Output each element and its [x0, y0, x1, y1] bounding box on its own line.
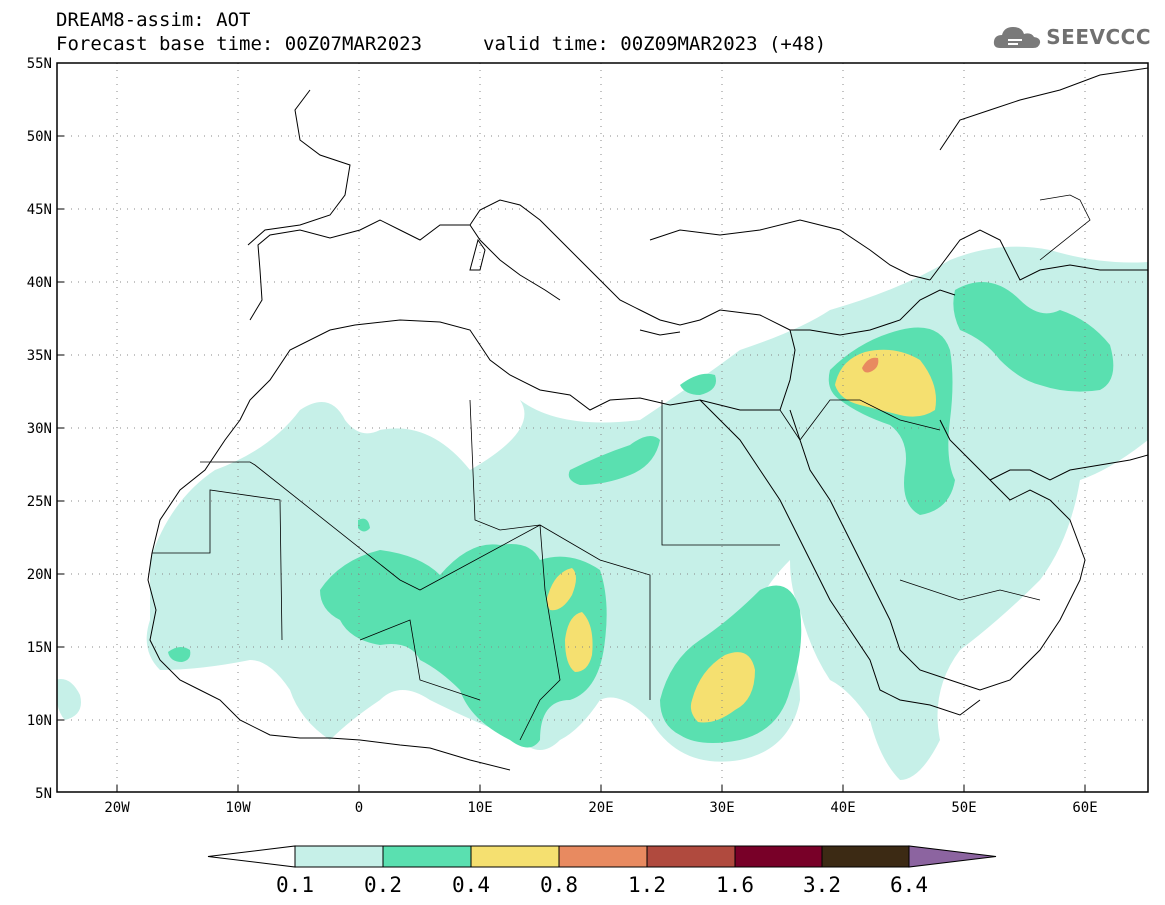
lat-label: 20N [27, 567, 52, 583]
colorbar-min-triangle [207, 845, 296, 868]
logo-text: SEEVCCC [1046, 25, 1151, 49]
lat-label: 15N [27, 640, 52, 656]
lat-label: 5N [35, 786, 52, 802]
chart-title: DREAM8-assim: AOT [56, 9, 251, 31]
lon-labels: 20W 10W 0 10E 20E 30E 40E 50E 60E [104, 800, 1097, 816]
colorbar-label: 0.1 [276, 873, 314, 897]
colorbar-label: 0.2 [364, 873, 402, 897]
base-time-label: Forecast base time: 00Z07MAR2023 [56, 33, 423, 55]
coastlines [147, 67, 1148, 771]
colorbar-max-triangle [908, 845, 997, 868]
lat-label: 40N [27, 275, 52, 291]
colorbar-label: 3.2 [803, 873, 841, 897]
colorbar-label: 0.4 [452, 873, 490, 897]
colorbar-segment [294, 845, 384, 868]
colorbar-segment [470, 845, 560, 868]
lon-label: 0 [355, 800, 363, 816]
colorbar-segment [734, 845, 823, 868]
lon-label: 20W [104, 800, 130, 816]
colorbar-label: 0.8 [540, 873, 578, 897]
lat-label: 10N [27, 713, 52, 729]
lat-label: 55N [27, 56, 52, 72]
lat-label: 50N [27, 129, 52, 145]
lon-label: 50E [951, 800, 976, 816]
lat-label: 35N [27, 348, 52, 364]
aot-band-0.8 [862, 357, 879, 373]
colorbar-segment [821, 845, 910, 868]
lon-label: 10E [467, 800, 492, 816]
colorbar-labels: 0.1 0.2 0.4 0.8 1.2 1.6 3.2 6.4 [276, 873, 928, 897]
lon-label: 60E [1072, 800, 1097, 816]
lat-label: 45N [27, 202, 52, 218]
colorbar-label: 6.4 [890, 873, 928, 897]
cloud-icon [994, 27, 1041, 48]
lon-label: 30E [709, 800, 734, 816]
seevccc-logo: SEEVCCC [992, 22, 1151, 52]
lat-label: 25N [27, 494, 52, 510]
country-borders [152, 194, 1091, 741]
colorbar-segment [382, 845, 472, 868]
colorbar-segment [646, 845, 736, 868]
lon-label: 20E [588, 800, 613, 816]
colorbar [207, 845, 997, 868]
valid-time-label: valid time: 00Z09MAR2023 (+48) [483, 33, 827, 55]
lat-labels: 55N 50N 45N 40N 35N 30N 25N 20N 15N 10N … [27, 56, 52, 802]
lat-label: 30N [27, 421, 52, 437]
colorbar-segment [558, 845, 648, 868]
colorbar-label: 1.2 [628, 873, 666, 897]
graticule [57, 63, 1148, 792]
tick-marks [57, 135, 1086, 792]
colorbar-label: 1.6 [716, 873, 754, 897]
lon-label: 40E [830, 800, 855, 816]
lon-label: 10W [225, 800, 251, 816]
